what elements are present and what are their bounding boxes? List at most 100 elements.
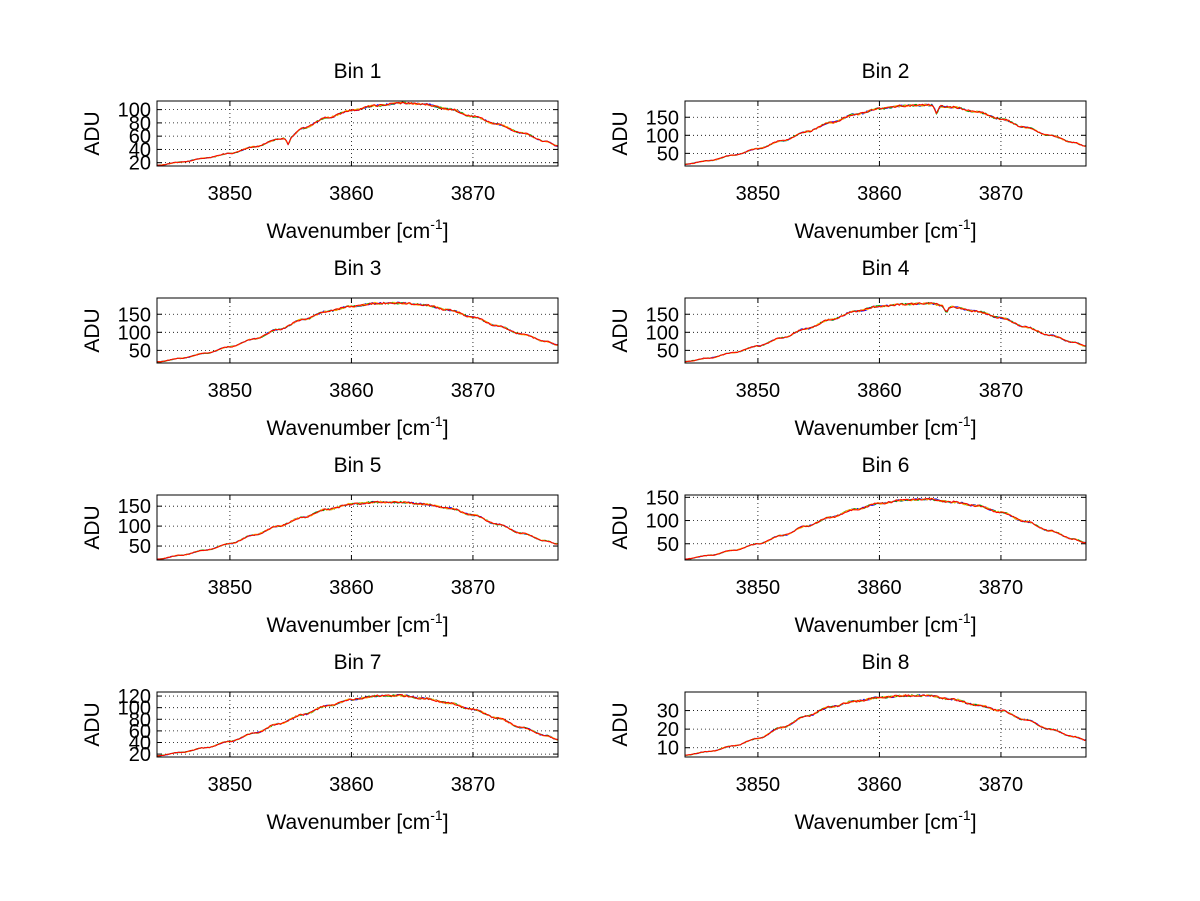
x-tick-label: 3860 (329, 774, 374, 796)
y-tick-label: 100 (118, 516, 151, 538)
x-axis-label-end: ] (971, 417, 977, 440)
axes-frame (684, 494, 1087, 561)
x-tick-label: 3850 (208, 183, 253, 205)
y-tick-label: 50 (657, 340, 679, 362)
x-tick-label: 3870 (451, 380, 496, 402)
y-axis-label: ADU (609, 702, 632, 746)
y-tick-label: 100 (118, 698, 151, 720)
spectrum-series-4 (156, 694, 559, 757)
x-axis-label-superscript: -1 (958, 413, 971, 429)
spectrum-series-4 (685, 694, 1087, 756)
x-tick-label: 3850 (736, 380, 781, 402)
x-tick-label: 3850 (736, 577, 781, 599)
y-tick-label: 80 (129, 709, 151, 731)
axes-area (685, 495, 1086, 560)
x-tick-label: 3860 (329, 577, 374, 599)
x-tick-label: 3860 (857, 380, 902, 402)
y-tick-label: 150 (118, 496, 151, 518)
y-tick-label: 150 (118, 304, 151, 326)
subplot-title: Bin 3 (334, 257, 382, 280)
y-tick-label: 50 (657, 143, 679, 165)
x-tick-label: 3850 (736, 183, 781, 205)
axes-frame (156, 297, 559, 364)
y-tick-label: 60 (129, 721, 151, 743)
y-tick-label: 150 (646, 487, 679, 509)
x-tick-label: 3850 (736, 774, 781, 796)
y-tick-label: 150 (646, 304, 679, 326)
y-tick-label: 150 (646, 107, 679, 129)
x-tick-label: 3850 (208, 577, 253, 599)
x-axis-label-text: Wavenumber [cm (266, 614, 430, 637)
subplot-title: Bin 8 (862, 651, 910, 674)
axes-area (685, 298, 1086, 363)
y-tick-label: 30 (657, 701, 679, 723)
y-axis-label: ADU (81, 702, 104, 746)
x-axis-label-end: ] (443, 811, 449, 834)
axes-area (157, 692, 558, 757)
axes-frame (156, 494, 559, 561)
x-tick-label: 3860 (857, 183, 902, 205)
x-axis-label-superscript: -1 (430, 807, 443, 823)
x-tick-label: 3870 (451, 183, 496, 205)
x-axis-label-end: ] (971, 811, 977, 834)
x-axis-label: Wavenumber [cm-1] (266, 807, 448, 834)
subplot-title: Bin 5 (334, 454, 382, 477)
x-axis-label-end: ] (443, 417, 449, 440)
x-axis-label-end: ] (443, 220, 449, 243)
subplot-title: Bin 6 (862, 454, 910, 477)
x-axis-label: Wavenumber [cm-1] (794, 216, 976, 243)
x-tick-label: 3860 (329, 183, 374, 205)
spectrum-series-4 (684, 302, 1087, 363)
x-axis-label-text: Wavenumber [cm (794, 220, 958, 243)
axes-frame (684, 691, 1087, 758)
spectrum-series-4 (157, 500, 559, 560)
y-tick-label: 100 (118, 322, 151, 344)
y-tick-label: 100 (646, 322, 679, 344)
x-tick-label: 3870 (979, 577, 1024, 599)
y-tick-label: 50 (129, 340, 151, 362)
y-tick-label: 10 (657, 738, 679, 760)
x-axis-label: Wavenumber [cm-1] (266, 610, 448, 637)
spectrum-series-4 (684, 497, 1087, 560)
x-axis-label-text: Wavenumber [cm (794, 417, 958, 440)
x-axis-label-text: Wavenumber [cm (266, 417, 430, 440)
x-axis-label-text: Wavenumber [cm (266, 220, 430, 243)
y-axis-label: ADU (609, 308, 632, 352)
axes-frame (156, 691, 559, 758)
y-tick-label: 120 (118, 686, 151, 708)
y-tick-label: 20 (129, 744, 151, 766)
y-tick-label: 80 (129, 113, 151, 135)
subplot-title: Bin 4 (862, 257, 910, 280)
x-axis-label-superscript: -1 (430, 413, 443, 429)
x-tick-label: 3860 (857, 774, 902, 796)
y-tick-label: 100 (646, 125, 679, 147)
axes-frame (684, 100, 1087, 167)
x-tick-label: 3860 (857, 577, 902, 599)
x-tick-label: 3870 (451, 774, 496, 796)
y-axis-label: ADU (81, 505, 104, 549)
axes-area (157, 101, 558, 166)
x-tick-label: 3860 (329, 380, 374, 402)
x-tick-label: 3850 (208, 774, 253, 796)
axes-area (157, 298, 558, 363)
y-tick-label: 40 (129, 139, 151, 161)
x-axis-label-end: ] (971, 614, 977, 637)
y-tick-label: 20 (657, 719, 679, 741)
y-tick-label: 50 (129, 536, 151, 558)
y-tick-label: 20 (129, 153, 151, 175)
y-tick-label: 50 (657, 534, 679, 556)
spectrum-series-4 (156, 301, 559, 363)
spectrum-series-4 (156, 101, 559, 166)
x-axis-label-text: Wavenumber [cm (794, 614, 958, 637)
x-axis-label-text: Wavenumber [cm (266, 811, 430, 834)
axes-area (685, 692, 1086, 757)
x-axis-label-superscript: -1 (958, 610, 971, 626)
x-axis-label-superscript: -1 (430, 610, 443, 626)
